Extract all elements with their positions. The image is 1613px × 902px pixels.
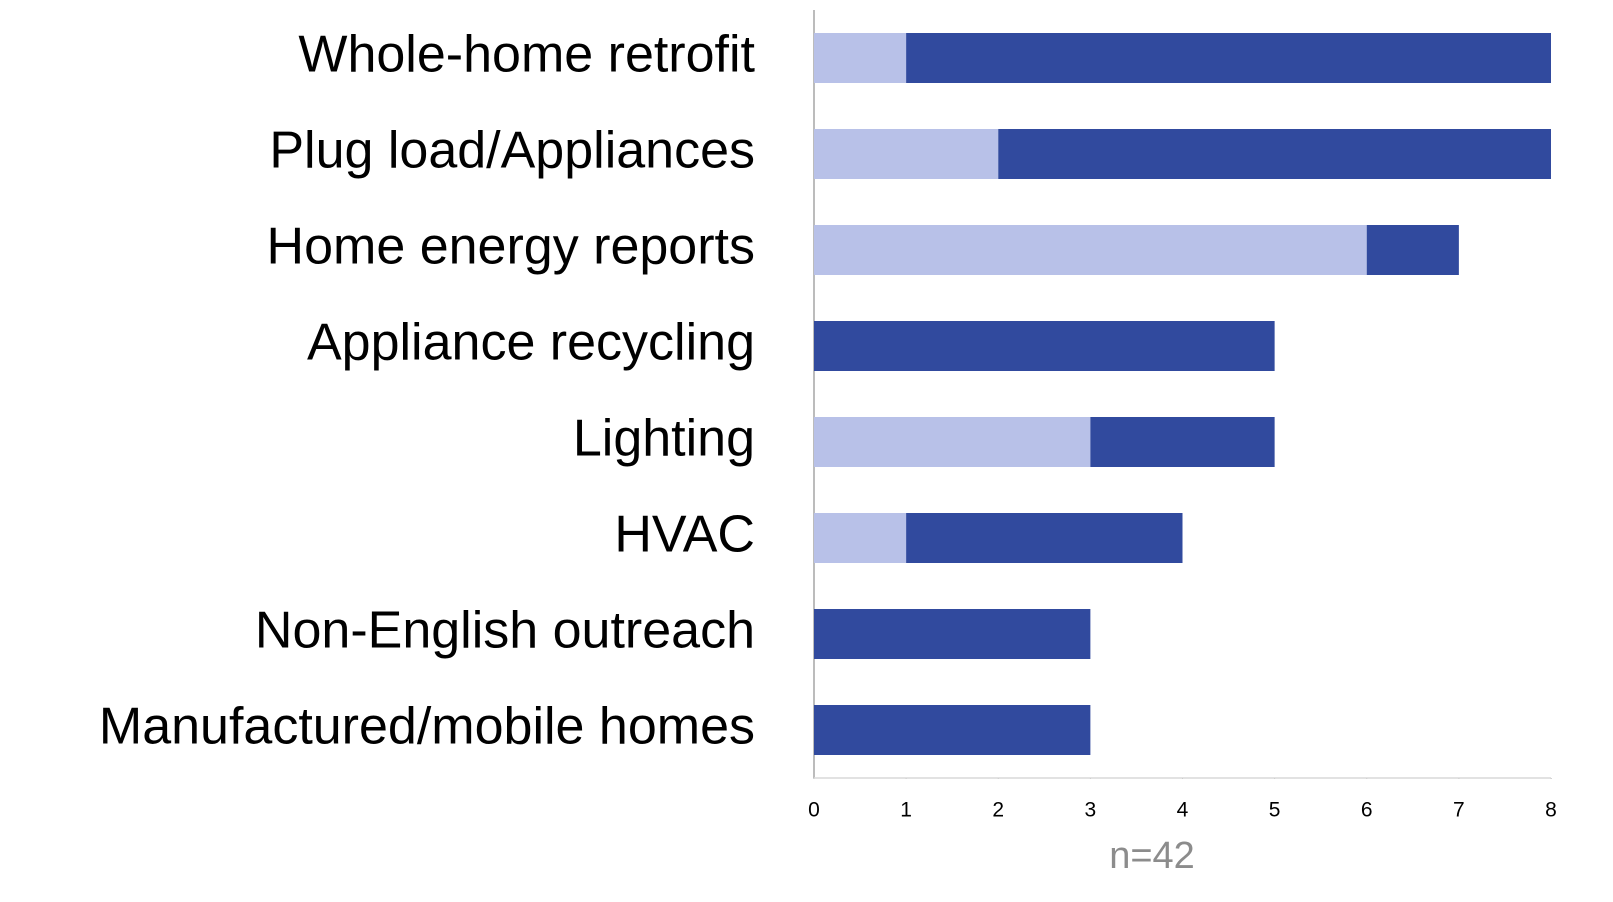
x-tick-label: 6 [1361,799,1373,822]
x-axis-label: n=42 [1109,835,1195,877]
bar-segment [906,513,1183,563]
x-tick-label: 5 [1269,799,1281,822]
x-tick-label: 7 [1453,799,1465,822]
bar-segment [906,33,1551,83]
category-label: HVAC [614,506,755,564]
category-label: Manufactured/mobile homes [99,698,755,756]
bar-segment [814,609,1091,659]
bar-segment [1366,225,1459,275]
bar-segment [814,513,907,563]
category-label: Whole-home retrofit [298,26,755,84]
bar-segment [1090,417,1275,467]
bar-segment [814,417,1091,467]
x-tick-label: 4 [1177,799,1189,822]
bar-segment [814,705,1091,755]
category-label: Non-English outreach [255,602,755,660]
x-tick-label: 0 [808,799,820,822]
category-label: Lighting [573,410,755,468]
bar-segment [998,129,1551,179]
bar-segment [814,225,1367,275]
x-tick-label: 2 [992,799,1004,822]
x-tick-label: 3 [1085,799,1097,822]
bar-segment [814,321,1275,371]
category-label: Plug load/Appliances [269,122,755,180]
category-label: Appliance recycling [307,314,755,372]
bar-segment [814,129,999,179]
x-tick-label: 8 [1545,799,1557,822]
x-tick-label: 1 [900,799,912,822]
bar-segment [814,33,907,83]
category-label: Home energy reports [267,218,755,276]
